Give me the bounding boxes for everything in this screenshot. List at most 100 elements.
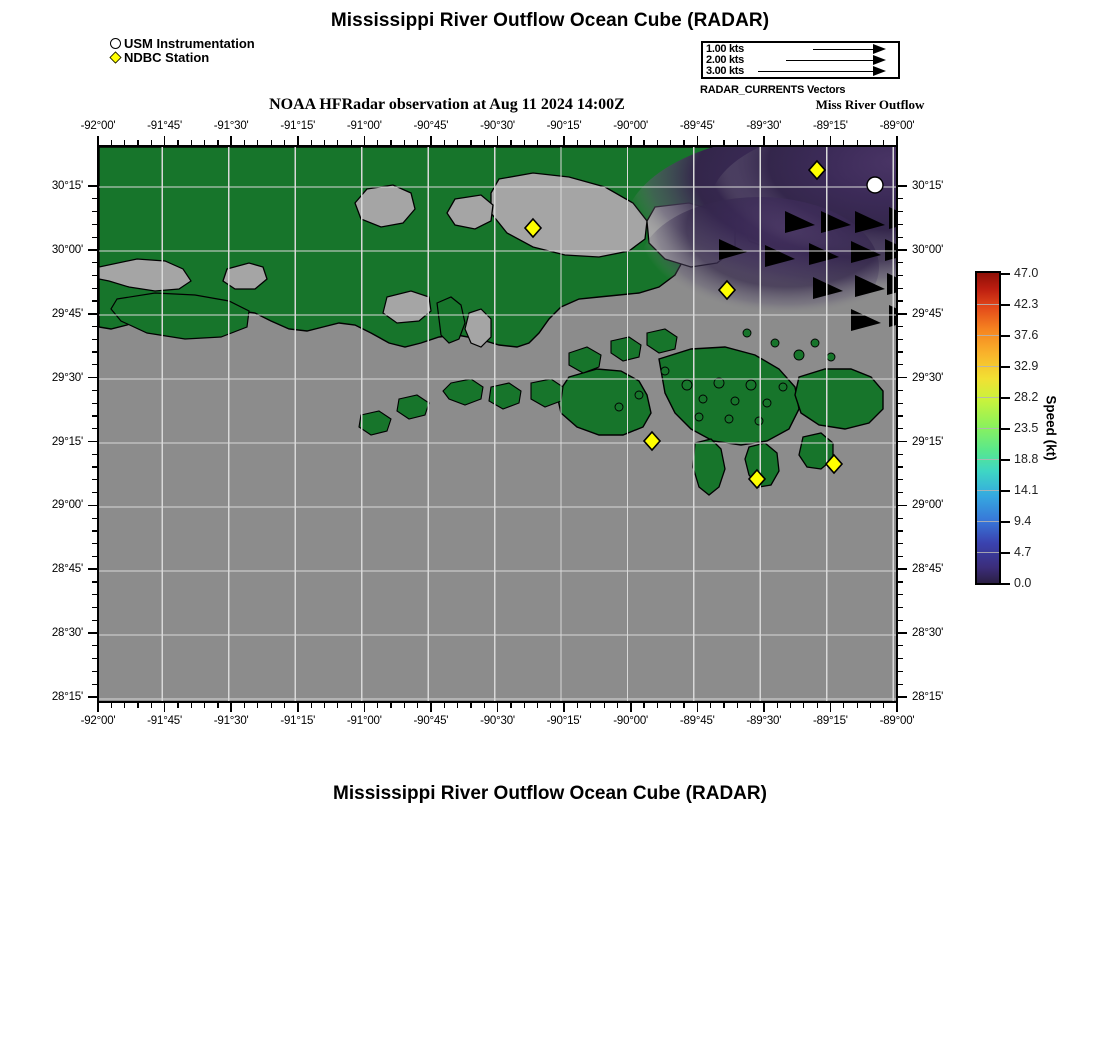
y-axis-minor-tick bbox=[92, 223, 97, 225]
colorbar-gridline bbox=[977, 459, 999, 461]
x-axis-minor-tick bbox=[110, 703, 112, 708]
y-axis-minor-tick bbox=[92, 606, 97, 609]
x-axis-label: -91°15' bbox=[280, 715, 316, 727]
x-axis-label: -89°15' bbox=[813, 120, 848, 132]
ndbc-station-marker[interactable] bbox=[717, 279, 737, 301]
y-axis-minor-tick bbox=[92, 453, 97, 455]
x-axis-label: -90°45' bbox=[413, 120, 449, 132]
colorbar-tick bbox=[1001, 552, 1010, 554]
map-plot-area[interactable] bbox=[97, 145, 898, 703]
usm-instrumentation-marker[interactable] bbox=[866, 176, 884, 194]
x-axis-minor-tick bbox=[97, 703, 99, 708]
x-axis-minor-tick bbox=[350, 140, 352, 145]
x-axis-minor-tick bbox=[297, 140, 299, 145]
ndbc-station-marker[interactable] bbox=[807, 159, 827, 181]
x-axis-label: -89°45' bbox=[679, 120, 715, 132]
y-axis-minor-tick bbox=[92, 581, 97, 583]
y-axis-minor-tick bbox=[92, 262, 97, 264]
y-axis-minor-tick bbox=[92, 389, 97, 391]
x-axis-minor-tick bbox=[816, 703, 818, 708]
ndbc-station-marker[interactable] bbox=[523, 217, 543, 239]
x-axis-label: -90°45' bbox=[413, 715, 449, 727]
y-axis-minor-tick bbox=[898, 466, 903, 468]
map-canvas bbox=[99, 147, 896, 701]
bottom-caption: Mississippi River Outflow Ocean Cube (RA… bbox=[333, 783, 767, 804]
x-axis-minor-tick bbox=[150, 140, 152, 145]
x-axis-minor-tick bbox=[723, 140, 725, 145]
x-axis-minor-tick bbox=[776, 140, 778, 145]
x-axis-minor-tick bbox=[563, 140, 565, 145]
y-axis-minor-tick bbox=[898, 389, 903, 391]
y-axis-minor-tick bbox=[898, 236, 903, 238]
y-axis-minor-tick bbox=[898, 364, 903, 366]
bayou-b bbox=[464, 308, 492, 348]
x-axis-minor-tick bbox=[590, 703, 592, 708]
y-axis-minor-tick bbox=[92, 415, 97, 417]
y-axis-minor-tick bbox=[92, 338, 97, 340]
y-axis-label: 29°30' bbox=[912, 371, 944, 384]
page-title: Mississippi River Outflow Ocean Cube (RA… bbox=[330, 10, 770, 31]
x-axis-minor-tick bbox=[97, 140, 99, 145]
y-axis-minor-tick bbox=[92, 619, 97, 621]
colorbar-gridline bbox=[977, 366, 999, 368]
x-axis-minor-tick bbox=[869, 703, 872, 708]
x-axis-minor-tick bbox=[243, 140, 246, 145]
station-markers[interactable] bbox=[523, 159, 884, 490]
x-axis-minor-tick bbox=[603, 703, 605, 708]
colorbar-label: 47.0 bbox=[1014, 266, 1039, 280]
y-axis-minor-tick bbox=[898, 645, 903, 647]
y-axis-minor-tick bbox=[92, 236, 97, 238]
y-axis-minor-tick bbox=[92, 198, 97, 200]
legend-label-usm: USM Instrumentation bbox=[124, 35, 255, 51]
x-axis-minor-tick bbox=[750, 140, 752, 145]
y-axis-minor-tick bbox=[92, 466, 97, 468]
channel-sw bbox=[99, 258, 192, 292]
symbol-legend: USM Instrumentation NDBC Station bbox=[109, 35, 255, 64]
x-axis-minor-tick bbox=[217, 703, 219, 708]
x-axis-minor-tick bbox=[576, 703, 579, 708]
x-axis-label: -92°00' bbox=[80, 715, 116, 727]
colorbar-title: Speed (kt) bbox=[1043, 395, 1059, 461]
colorbar-gridline bbox=[977, 552, 999, 554]
x-axis-minor-tick bbox=[683, 703, 685, 708]
colorbar-label: 14.1 bbox=[1014, 483, 1039, 497]
x-axis-minor-tick bbox=[563, 703, 565, 708]
y-axis-minor-tick bbox=[898, 594, 903, 596]
x-axis-minor-tick bbox=[257, 703, 259, 708]
x-axis-label: -89°30' bbox=[746, 715, 782, 727]
y-axis-minor-tick bbox=[92, 492, 97, 494]
y-axis-minor-tick bbox=[92, 670, 97, 673]
x-axis-minor-tick bbox=[457, 703, 459, 708]
x-axis-minor-tick bbox=[177, 703, 179, 708]
y-axis-minor-tick bbox=[898, 517, 903, 519]
x-axis-minor-tick bbox=[536, 140, 539, 145]
vector-scale-label-1: 1.00 kts bbox=[706, 43, 744, 55]
y-axis-minor-tick bbox=[898, 632, 903, 634]
colorbar-label: 0.0 bbox=[1014, 576, 1032, 590]
speed-field bbox=[624, 147, 896, 337]
y-axis-minor-tick bbox=[898, 555, 903, 558]
x-axis-minor-tick bbox=[137, 140, 139, 145]
x-axis-minor-tick bbox=[377, 140, 379, 145]
y-axis-minor-tick bbox=[92, 683, 97, 685]
colorbar-tick bbox=[1001, 490, 1010, 492]
ndbc-station-marker[interactable] bbox=[747, 468, 767, 490]
ndbc-station-marker[interactable] bbox=[642, 430, 662, 452]
x-axis-minor-tick bbox=[736, 140, 738, 145]
barrier-islands bbox=[358, 328, 678, 436]
x-axis-label: -90°30' bbox=[480, 715, 515, 727]
x-axis-minor-tick bbox=[763, 140, 765, 145]
x-axis-minor-tick bbox=[363, 140, 366, 145]
x-axis-minor-tick bbox=[430, 140, 432, 145]
colorbar-tick bbox=[1001, 428, 1010, 430]
y-axis-label: 28°30' bbox=[912, 627, 944, 640]
colorbar-gridline bbox=[977, 490, 999, 492]
x-axis-minor-tick bbox=[257, 140, 259, 145]
ndbc-station-marker[interactable] bbox=[824, 453, 844, 475]
y-axis-minor-tick bbox=[92, 325, 97, 328]
y-axis-minor-tick bbox=[898, 492, 903, 494]
y-axis-minor-tick bbox=[898, 543, 903, 545]
x-axis-minor-tick bbox=[896, 703, 898, 708]
x-axis-label: -90°15' bbox=[546, 120, 582, 132]
colorbar-tick bbox=[1001, 335, 1010, 337]
